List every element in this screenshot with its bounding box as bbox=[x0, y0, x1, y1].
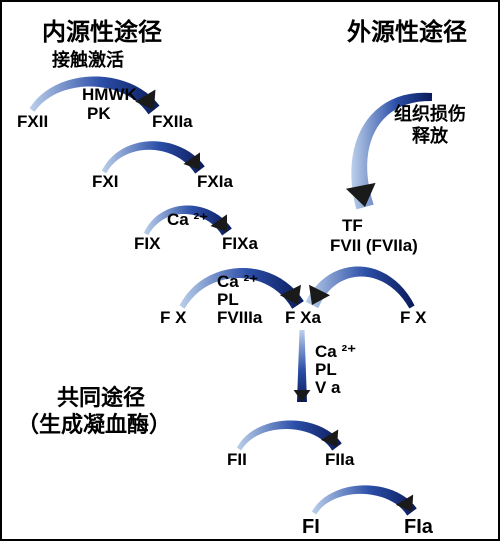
arrowhead-a_fxi bbox=[210, 214, 227, 232]
nodes-fia: FIa bbox=[404, 516, 433, 539]
nodes-va: V a bbox=[315, 378, 341, 398]
diagram-canvas: 内源性途径接触激活外源性途径组织损伤释放共同途径（生成凝血酶）FXIIHMWKP… bbox=[0, 0, 500, 541]
nodes-fvii: FVII (FVIIa) bbox=[330, 236, 418, 256]
nodes-ca2: Ca ²⁺ bbox=[217, 272, 258, 292]
headings-extrinsic: 外源性途径 bbox=[347, 12, 467, 47]
arrowhead-a_fi bbox=[396, 494, 413, 512]
arrowhead-a_fii bbox=[321, 429, 338, 447]
arrowhead-a_tissue bbox=[346, 183, 376, 207]
nodes-fiia: FIIa bbox=[325, 450, 354, 470]
nodes-fviiia: FVIIIa bbox=[217, 308, 262, 328]
nodes-fxii: FXII bbox=[17, 112, 48, 132]
nodes-fxiia: FXIIa bbox=[152, 112, 193, 132]
arrow-a_extr bbox=[306, 267, 415, 309]
arrowhead-a_fxa_down bbox=[294, 390, 311, 402]
arrow-a_fxa_down bbox=[297, 330, 307, 402]
nodes-fxi: FXI bbox=[92, 172, 118, 192]
nodes-ca3: Ca ²⁺ bbox=[315, 342, 356, 362]
headings-tissue_l2: 释放 bbox=[412, 122, 448, 148]
nodes-pk: PK bbox=[87, 104, 111, 124]
headings-common_l2: （生成凝血酶） bbox=[17, 407, 171, 439]
nodes-fxa: F Xa bbox=[285, 308, 321, 328]
arrowhead-a_fix bbox=[280, 285, 301, 305]
arrow-a_fii bbox=[237, 420, 342, 450]
arrowhead-a_contact bbox=[135, 90, 155, 110]
nodes-fxia: FXIa bbox=[197, 172, 233, 192]
nodes-fixa: FIXa bbox=[222, 234, 258, 254]
nodes-pl2: PL bbox=[315, 360, 337, 380]
headings-intrinsic: 内源性途径 bbox=[42, 12, 162, 47]
nodes-tf: TF bbox=[342, 216, 363, 236]
arrow-a_fxii bbox=[102, 141, 205, 173]
nodes-pl1: PL bbox=[217, 290, 239, 310]
arrowhead-a_fxii bbox=[183, 152, 200, 170]
nodes-fi: FI bbox=[302, 516, 320, 539]
nodes-fx_r: F X bbox=[400, 308, 426, 328]
nodes-fix: FIX bbox=[134, 234, 160, 254]
arrowhead-a_extr bbox=[309, 285, 330, 305]
nodes-ca1: Ca ²⁺ bbox=[167, 210, 208, 230]
nodes-fx_l: F X bbox=[160, 308, 186, 328]
nodes-fii: FII bbox=[227, 450, 247, 470]
nodes-hmwk: HMWK bbox=[82, 85, 137, 105]
arrow-a_fi bbox=[312, 485, 417, 515]
headings-contact: 接触激活 bbox=[52, 46, 124, 72]
